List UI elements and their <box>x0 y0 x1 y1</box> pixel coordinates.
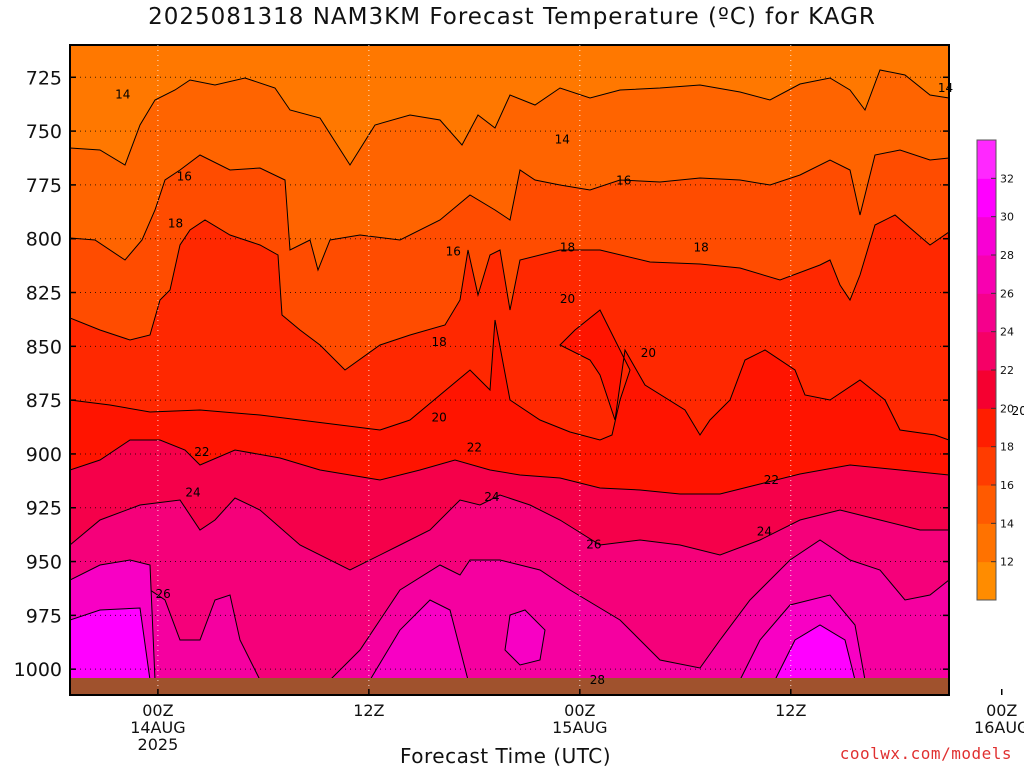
colorbar-segment <box>977 140 996 179</box>
chart-title: 2025081318 NAM3KM Forecast Temperature (… <box>148 4 876 30</box>
contour-label: 18 <box>432 335 447 349</box>
x-tick-label: 00Z <box>142 701 173 720</box>
contour-label: 18 <box>560 240 575 254</box>
contour-label: 22 <box>194 445 209 459</box>
colorbar-label: 32 <box>1000 172 1014 185</box>
y-tick-label: 1000 <box>14 659 62 681</box>
colorbar-label: 12 <box>1000 556 1014 569</box>
colorbar-label: 30 <box>1000 211 1014 224</box>
plot-frame <box>69 44 950 696</box>
colorbar-segment <box>977 523 996 563</box>
contour-label: 14 <box>555 133 570 147</box>
y-tick-label: 800 <box>26 229 62 251</box>
contour-label: 26 <box>586 537 601 551</box>
axes: 725 750 775 800 825 850 875 900 925 950 975 1000 00Z… <box>14 67 1024 754</box>
x-tick-label: 00Z <box>986 701 1017 720</box>
contour-label: 28 <box>590 673 605 687</box>
colorbar-segment <box>977 178 996 218</box>
colorbar-segment <box>977 561 996 601</box>
colorbar-segment <box>977 255 996 294</box>
credit-text[interactable]: coolwx.com/models <box>839 744 1012 763</box>
colorbar-segment <box>977 331 996 371</box>
contour-label: 22 <box>764 473 779 487</box>
colorbar-segment <box>977 485 996 524</box>
colorbar-label: 18 <box>1000 441 1014 454</box>
terrain-ground <box>70 678 949 695</box>
contour-label: 16 <box>616 174 631 188</box>
colorbar-label: 20 <box>1000 402 1014 415</box>
contour-label: 22 <box>467 440 482 454</box>
x-tick-label: 12Z <box>353 701 384 720</box>
contour-label: 24 <box>484 490 499 504</box>
colorbar-segment <box>977 370 996 409</box>
contour-label: 20 <box>1012 404 1024 418</box>
colorbar-segment <box>977 293 996 333</box>
colorbar-segment <box>977 446 996 486</box>
y-tick-label: 725 <box>26 67 62 89</box>
y-tick-label: 825 <box>26 283 62 305</box>
contour-label: 24 <box>185 486 200 500</box>
contour-label: 20 <box>432 410 447 424</box>
y-tick-label: 950 <box>26 552 62 574</box>
colorbar-segment <box>977 216 996 256</box>
x-tick-label: 00Z <box>564 701 595 720</box>
heatmap-plot <box>70 45 949 695</box>
contour-label: 18 <box>168 217 183 231</box>
contour-label: 26 <box>156 587 171 601</box>
x-tick-label: 15AUG <box>552 718 607 737</box>
contour-label: 24 <box>757 524 772 538</box>
contour-label: 14 <box>938 81 953 95</box>
y-tick-label: 775 <box>26 175 62 197</box>
x-tick-label: 16AUG <box>974 718 1024 737</box>
x-axis-title: Forecast Time (UTC) <box>400 744 612 768</box>
y-tick-label: 925 <box>26 498 62 520</box>
x-tick-label: 2025 <box>138 735 179 754</box>
colorbar: 12 14 16 18 20 22 24 26 28 30 32 <box>976 139 1014 601</box>
x-tick-label: 12Z <box>775 701 806 720</box>
band-above-30 <box>70 607 151 681</box>
colorbar-label: 28 <box>1000 249 1014 262</box>
contour-label: 18 <box>693 240 708 254</box>
grid-lines <box>70 45 1003 695</box>
y-tick-label: 900 <box>26 444 62 466</box>
colorbar-label: 14 <box>1000 517 1014 530</box>
colorbar-label: 22 <box>1000 364 1014 377</box>
y-tick-label: 975 <box>26 605 62 627</box>
contour-label: 16 <box>446 245 461 259</box>
y-tick-label: 850 <box>26 336 62 358</box>
colorbar-label: 16 <box>1000 479 1014 492</box>
contour-label: 20 <box>641 346 656 360</box>
colorbar-segment <box>977 408 996 448</box>
colorbar-label: 26 <box>1000 287 1014 300</box>
contour-label: 14 <box>115 88 130 102</box>
colorbar-label: 24 <box>1000 326 1014 339</box>
contour-label: 16 <box>177 169 192 183</box>
y-tick-label: 750 <box>26 121 62 143</box>
y-tick-label: 875 <box>26 390 62 412</box>
contour-label: 20 <box>560 292 575 306</box>
x-tick-label: 14AUG <box>130 718 185 737</box>
